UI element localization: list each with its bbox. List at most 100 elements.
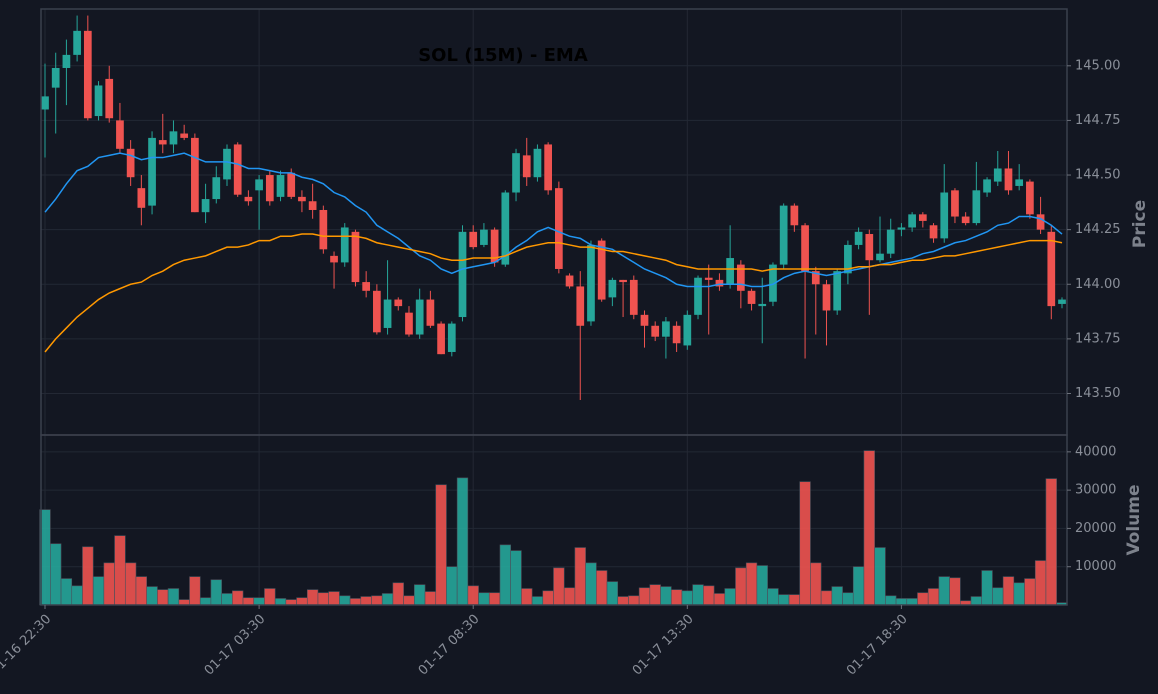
volume-bar xyxy=(242,597,255,606)
volume-bar xyxy=(852,566,865,606)
candle-body xyxy=(83,30,92,119)
candle-body xyxy=(437,323,445,355)
volume-bar xyxy=(970,596,983,606)
volume-bar xyxy=(157,589,169,606)
volume-bar xyxy=(692,584,704,606)
candle-body xyxy=(319,209,328,250)
candle-body xyxy=(233,144,242,195)
candle-body xyxy=(694,277,702,315)
candle-body xyxy=(854,231,863,245)
volume-bar xyxy=(574,547,586,606)
volume-bar xyxy=(713,593,726,606)
volume-bar xyxy=(617,596,629,606)
volume-bar xyxy=(949,577,961,606)
volume-bar xyxy=(1045,478,1057,606)
y-tick-label: 143.75 xyxy=(1075,331,1121,346)
volume-bar xyxy=(146,586,158,606)
candle-body xyxy=(972,190,981,224)
candle-body xyxy=(447,323,456,352)
volume-bar xyxy=(810,562,822,606)
candle-body xyxy=(394,299,403,307)
candle-body xyxy=(191,137,199,213)
volume-bar xyxy=(649,584,661,606)
candle-body xyxy=(533,148,542,178)
volume-bar xyxy=(788,594,801,606)
y-tick-label: 20000 xyxy=(1075,521,1116,536)
volume-bar xyxy=(124,562,137,606)
candle-body xyxy=(822,284,831,311)
grid xyxy=(41,9,1067,605)
candle-body xyxy=(469,231,478,248)
candle-body xyxy=(255,179,263,191)
volume-bar xyxy=(285,599,297,606)
candle-body xyxy=(544,144,553,191)
volume-bar xyxy=(381,593,394,606)
volume-bar xyxy=(756,565,768,606)
volume-bar xyxy=(328,591,340,606)
candle-body xyxy=(458,231,467,318)
candle-body xyxy=(1026,181,1034,215)
candle-body xyxy=(1036,214,1045,230)
candle-body xyxy=(244,196,253,202)
volume-bar xyxy=(842,592,854,606)
volume-bar xyxy=(499,544,511,606)
volume-bar xyxy=(264,588,276,606)
candle-body xyxy=(715,279,724,287)
volume-bar xyxy=(831,586,843,606)
candle-body xyxy=(619,279,627,283)
volume-bar xyxy=(478,592,490,606)
volume-bar xyxy=(521,588,533,606)
volume-bar xyxy=(403,595,415,606)
volume-bar xyxy=(885,595,897,606)
candle-body xyxy=(779,205,788,265)
volume-bar xyxy=(863,450,875,606)
candle-body xyxy=(629,279,638,315)
volume-bar xyxy=(703,585,715,606)
volume-bar xyxy=(660,586,672,606)
chart-title: SOL (15M) - EMA xyxy=(418,45,588,66)
volume-bar xyxy=(1024,578,1036,606)
y-tick-label: 144.25 xyxy=(1075,222,1121,237)
volume-bar xyxy=(114,535,126,606)
candle-body xyxy=(554,188,563,269)
volume-bar xyxy=(778,594,790,606)
candle-body xyxy=(180,133,189,138)
volume-bar xyxy=(135,576,147,606)
volume-bar xyxy=(339,595,351,606)
candle-body xyxy=(501,192,510,265)
candle-body xyxy=(169,131,178,145)
volume-bar xyxy=(1013,582,1025,606)
y-tick-label: 10000 xyxy=(1075,559,1116,574)
candle-body xyxy=(276,175,285,197)
volume-bar xyxy=(1034,560,1047,606)
volume-bar xyxy=(874,547,886,606)
volume-bar xyxy=(317,592,329,606)
volume-bar xyxy=(553,567,565,606)
volume-bar xyxy=(681,590,693,606)
volume-bar xyxy=(210,579,222,606)
ema-line xyxy=(44,152,1063,288)
candle-body xyxy=(651,325,660,337)
volume-bar xyxy=(927,588,940,606)
volume-bar xyxy=(510,550,522,606)
y-tick-label: 144.00 xyxy=(1075,277,1121,292)
volume-bar xyxy=(735,567,747,606)
candle-body xyxy=(405,312,413,335)
y-axis-label: Price xyxy=(1130,200,1150,248)
volume-bar xyxy=(531,596,544,606)
volume-bar xyxy=(467,585,479,606)
candle-body xyxy=(993,168,1002,182)
volume-bar xyxy=(628,595,640,606)
volume-bar xyxy=(906,598,918,606)
volume-bar xyxy=(446,566,458,606)
volume-bar xyxy=(585,562,597,606)
candle-body xyxy=(330,255,338,263)
y-tick-label: 144.75 xyxy=(1075,113,1121,128)
candle-body xyxy=(1015,179,1024,186)
volume-bar xyxy=(92,576,105,606)
volume-bar xyxy=(82,546,94,606)
candle-body xyxy=(704,277,713,280)
volume-bar xyxy=(306,589,319,606)
candle-body xyxy=(373,290,381,333)
